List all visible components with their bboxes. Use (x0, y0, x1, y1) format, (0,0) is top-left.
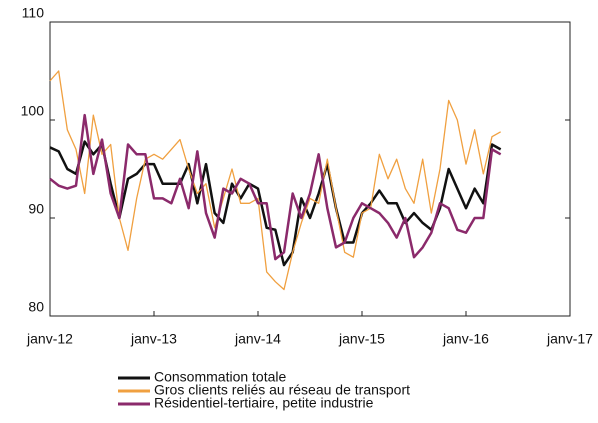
y-tick-label: 100 (21, 103, 45, 119)
y-tick-label: 90 (28, 201, 44, 217)
plot-frame (49, 21, 571, 317)
legend-label: Consommation totale (154, 369, 287, 385)
series-line (49, 113, 502, 261)
series-line (49, 70, 501, 291)
y-tick-label: 110 (22, 5, 45, 21)
x-tick-label: janv-17 (546, 331, 593, 347)
x-tick-label: janv-12 (26, 331, 73, 347)
legend-label: Résidentiel-tertiaire, petite industrie (154, 395, 374, 411)
x-tick-label: janv-15 (338, 331, 385, 347)
series-line (49, 140, 502, 267)
x-tick-label: janv-14 (234, 331, 281, 347)
legend-label: Gros clients reliés au réseau de transpo… (154, 382, 410, 398)
x-tick-label: janv-13 (130, 331, 177, 347)
y-tick-label: 80 (28, 299, 44, 315)
x-tick-label: janv-16 (442, 331, 489, 347)
